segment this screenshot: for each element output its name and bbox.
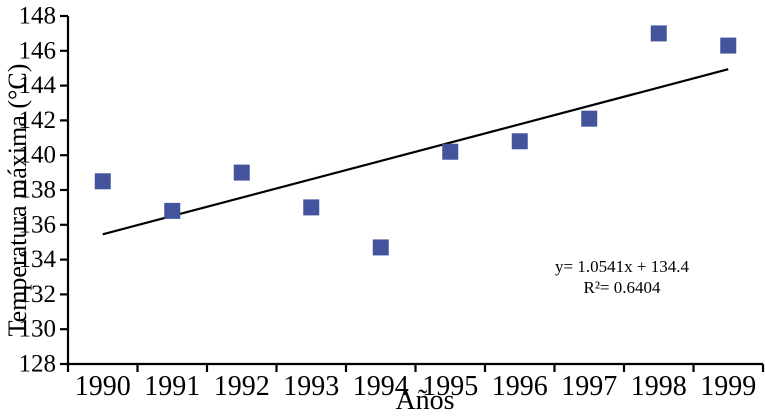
y-tick-label: 142 [19,107,57,134]
y-tick-label: 134 [19,246,57,273]
y-tick-label: 146 [19,37,57,64]
data-point-1994 [372,239,389,256]
y-tick-label: 136 [19,211,57,238]
axes-lines [66,16,763,366]
data-point-1992 [233,164,250,181]
y-tick-label: 128 [19,351,57,378]
data-point-1998 [650,25,667,42]
x-tick-label: 1997 [561,371,617,402]
y-tick-label: 132 [19,281,57,308]
x-tick-label: 1992 [214,371,270,402]
trendline-r2: R²= 0.6404 [583,278,661,297]
x-tick-label: 1990 [75,371,131,402]
x-axis-title: Años [395,385,455,416]
data-point-1990 [94,173,111,190]
data-point-1999 [720,37,737,54]
y-tick-label: 148 [19,3,57,30]
trendline-annotation: y= 1.0541x + 134.4 R²= 0.6404 [472,256,765,298]
data-point-1995 [442,143,459,160]
x-tick-label: 1993 [283,371,339,402]
x-tick-label: 1998 [631,371,687,402]
y-axis-title: Temperatura máxima (°C) [3,63,32,337]
data-point-1991 [164,202,181,219]
data-point-1996 [511,133,528,150]
trendline-equation: y= 1.0541x + 134.4 [555,257,689,276]
x-tick-label: 1999 [700,371,756,402]
trendline [102,68,729,236]
x-tick-label: 1994 [353,371,409,402]
y-tick-label: 130 [19,316,57,343]
x-tick-label: 1991 [144,371,200,402]
y-tick-label: 138 [19,177,57,204]
data-point-1997 [581,110,598,127]
data-point-1993 [303,199,320,216]
y-tick-label: 144 [19,72,57,99]
y-tick-label: 140 [19,142,57,169]
x-tick-label: 1995 [422,371,478,402]
x-tick-label: 1996 [492,371,548,402]
